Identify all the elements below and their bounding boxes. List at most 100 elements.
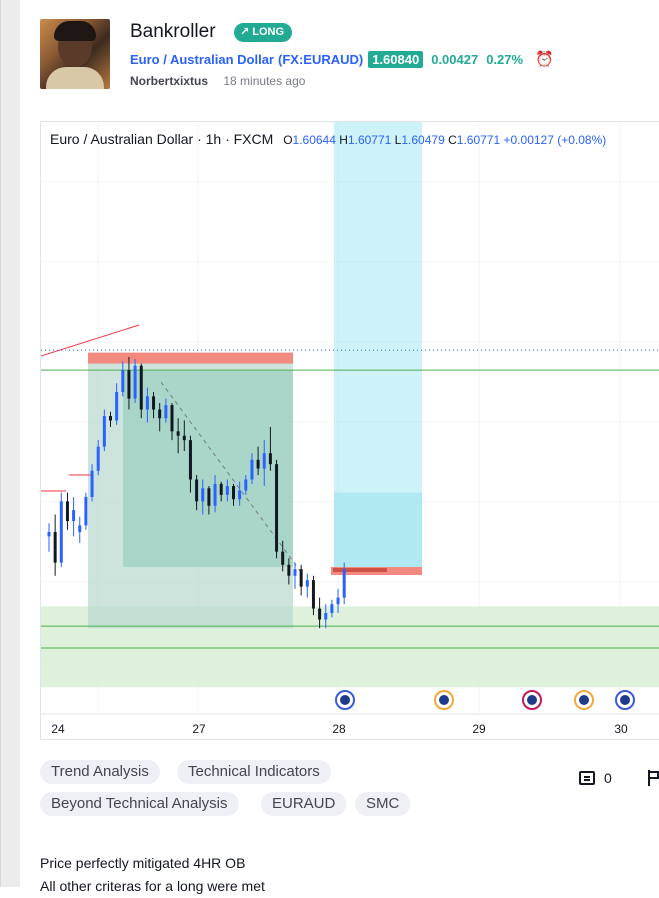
chart-legend: Euro / Australian Dollar · 1h · FXCM O1.… bbox=[50, 131, 606, 147]
event-flag-icon bbox=[579, 695, 589, 705]
price-change-pct: 0.27% bbox=[486, 51, 524, 67]
candle-body bbox=[305, 580, 309, 587]
target-zone-inner bbox=[334, 492, 422, 570]
legend-change: +0.00127 (+0.08%) bbox=[503, 133, 607, 147]
candle-body bbox=[287, 564, 291, 576]
candle-body bbox=[232, 486, 235, 500]
candle-body bbox=[90, 470, 94, 497]
description-line: Price perfectly mitigated 4HR OB bbox=[40, 855, 246, 871]
candle-body bbox=[342, 569, 346, 598]
candle-body bbox=[275, 464, 279, 552]
candle-body bbox=[262, 453, 266, 469]
candle-body bbox=[127, 370, 131, 399]
candle-body bbox=[293, 569, 297, 576]
tag-technical-indicators[interactable]: Technical Indicators bbox=[177, 760, 331, 784]
author-line: Norbertxixtus 18 minutes ago bbox=[130, 74, 305, 88]
candle-body bbox=[164, 405, 168, 419]
tag-smc[interactable]: SMC bbox=[355, 792, 411, 816]
candle-body bbox=[311, 580, 315, 609]
tag-trend-analysis[interactable]: Trend Analysis bbox=[40, 760, 160, 784]
trend-up-icon: ↗ bbox=[240, 26, 250, 38]
supply-zone bbox=[88, 352, 293, 364]
candle-body bbox=[324, 612, 328, 620]
legend-low: 1.60479 bbox=[401, 133, 445, 147]
badge-label: LONG bbox=[252, 26, 285, 38]
symbol-code-link[interactable]: (FX:EURAUD) bbox=[278, 51, 364, 67]
author-avatar[interactable] bbox=[40, 19, 110, 89]
candle-body bbox=[96, 446, 100, 471]
candle-body bbox=[115, 392, 119, 421]
candle-body bbox=[330, 604, 334, 613]
left-sidebar-edge bbox=[0, 0, 20, 887]
candle-body bbox=[72, 510, 76, 522]
candle-body bbox=[139, 365, 143, 410]
flag-icon[interactable] bbox=[648, 770, 659, 786]
price-badge: 1.60840 bbox=[368, 50, 424, 68]
time-tick-label: 27 bbox=[192, 722, 206, 736]
candle-body bbox=[84, 497, 88, 526]
chart-canvas: 24 27 28 29 30 bbox=[41, 122, 659, 736]
event-flag-icon bbox=[527, 695, 537, 705]
comments-button[interactable]: 0 bbox=[579, 770, 612, 786]
candle-body bbox=[158, 409, 162, 419]
event-flag-icon bbox=[439, 695, 449, 705]
legend-open: 1.60644 bbox=[292, 133, 336, 147]
legend-title: Euro / Australian Dollar · 1h · FXCM bbox=[50, 131, 274, 147]
candle-body bbox=[59, 501, 63, 563]
price-change: 0.00427 bbox=[431, 51, 479, 67]
post-time: 18 minutes ago bbox=[223, 74, 306, 88]
candle-body bbox=[201, 488, 205, 502]
candle-body bbox=[170, 405, 174, 432]
time-tick-label: 28 bbox=[332, 722, 346, 736]
candle-body bbox=[109, 416, 112, 421]
legend-open-label: O bbox=[283, 133, 293, 147]
symbol-line: Euro / Australian Dollar (FX:EURAUD) 1.6… bbox=[130, 49, 554, 69]
candle-body bbox=[78, 525, 82, 532]
tag-euraud[interactable]: EURAUD bbox=[261, 792, 347, 816]
entry-marker bbox=[333, 568, 387, 572]
comment-icon bbox=[579, 771, 595, 785]
alarm-clock-icon[interactable]: ⏰ bbox=[535, 51, 554, 68]
candle-body bbox=[299, 569, 303, 587]
time-tick-label: 24 bbox=[51, 722, 65, 736]
candle-body bbox=[145, 396, 149, 410]
time-tick-label: 30 bbox=[614, 722, 628, 736]
author-name[interactable]: Norbertxixtus bbox=[130, 74, 209, 88]
legend-close-label: C bbox=[448, 133, 457, 147]
candle-body bbox=[268, 453, 272, 465]
idea-title[interactable]: Bankroller bbox=[130, 21, 216, 42]
tag-beyond-technical-analysis[interactable]: Beyond Technical Analysis bbox=[40, 792, 239, 816]
candle-body bbox=[207, 488, 211, 506]
long-badge: ↗ LONG bbox=[234, 23, 293, 42]
legend-high-label: H bbox=[339, 133, 348, 147]
candle-body bbox=[188, 440, 192, 480]
comments-count: 0 bbox=[604, 770, 612, 786]
candle-body bbox=[318, 608, 322, 620]
candle-body bbox=[225, 486, 229, 495]
idea-description: Price perfectly mitigated 4HR OB All oth… bbox=[40, 852, 265, 898]
candle-body bbox=[244, 479, 248, 491]
candle-body bbox=[152, 396, 156, 410]
candle-body bbox=[53, 532, 57, 563]
candle-body bbox=[238, 490, 242, 500]
candle-body bbox=[281, 551, 285, 565]
legend-close: 1.60771 bbox=[456, 133, 501, 147]
candle-body bbox=[195, 479, 199, 502]
candle-body bbox=[133, 365, 137, 399]
candle-body bbox=[102, 416, 106, 447]
trend-line bbox=[41, 324, 140, 357]
event-flag-icon bbox=[620, 695, 630, 705]
legend-low-label: L bbox=[394, 133, 402, 147]
candle-body bbox=[176, 431, 180, 436]
candle-body bbox=[47, 532, 51, 537]
candle-body bbox=[65, 501, 69, 522]
symbol-name-link[interactable]: Euro / Australian Dollar bbox=[130, 51, 274, 67]
event-flag-icon bbox=[340, 695, 350, 705]
time-tick-label: 29 bbox=[472, 722, 486, 736]
candle-body bbox=[256, 459, 260, 469]
candle-body bbox=[213, 483, 217, 506]
candle-body bbox=[182, 435, 186, 441]
candle-body bbox=[250, 459, 254, 480]
chart-area[interactable]: 24 27 28 29 30 Euro / Australian Dollar · 1h… bbox=[40, 121, 659, 740]
legend-high: 1.60771 bbox=[347, 133, 392, 147]
